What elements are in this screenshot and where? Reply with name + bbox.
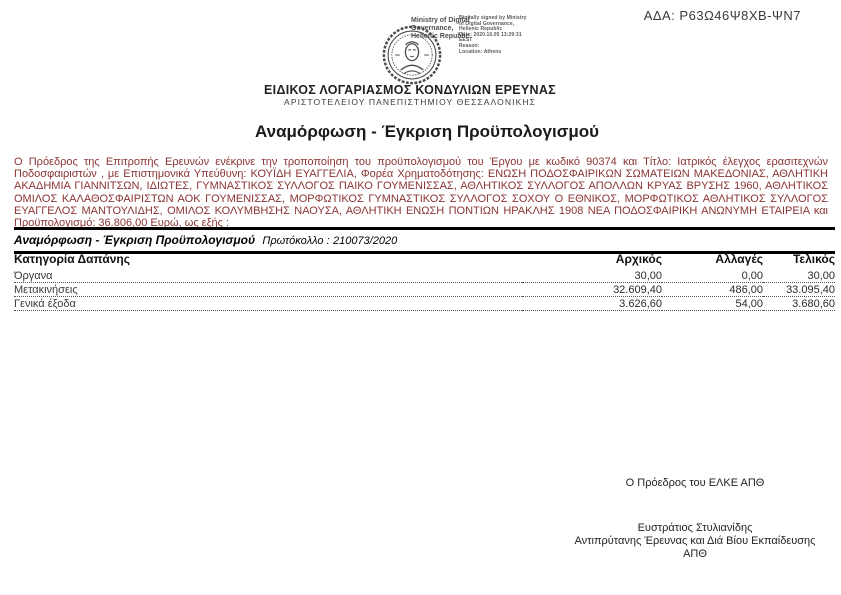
university-seal-icon [382, 25, 442, 85]
signatory-title: Αντιπρύτανης Έρευνας και Διά Βίου Εκπαίδ… [574, 535, 816, 547]
column-header-final: Τελικός [792, 252, 835, 266]
organization-subtitle: ΑΡΙΣΤΟΤΕΛΕΙΟΥ ΠΑΝΕΠΙΣΤΗΜΙΟΥ ΘΕΣΣΑΛΟΝΙΚΗΣ [284, 97, 536, 107]
row-category: Μετακινήσεις [14, 282, 522, 297]
row-initial: 32.609,40 [522, 282, 662, 297]
signatory-org: ΑΠΘ [683, 548, 707, 560]
table-header-row: Κατηγορία Δαπάνης Αρχικός Αλλαγές Τελικό… [14, 252, 835, 269]
column-header-initial: Αρχικός [615, 252, 662, 266]
table-row: Όργανα 30,00 0,00 30,00 [14, 269, 835, 283]
column-header-category: Κατηγορία Δαπάνης [14, 252, 130, 266]
approval-paragraph: Ο Πρόεδρος της Επιτροπής Ερευνών ενέκριν… [14, 156, 828, 230]
table-title-band: Αναμόρφωση - Έγκριση Προϋπολογισμού Πρωτ… [14, 227, 835, 254]
row-initial: 30,00 [522, 269, 662, 283]
row-category: Γενικά έξοδα [14, 296, 522, 311]
document-title: Αναμόρφωση - Έγκριση Προϋπολογισμού [254, 122, 600, 141]
row-final: 3.680,60 [763, 296, 835, 311]
table-row: Γενικά έξοδα 3.626,60 54,00 3.680,60 [14, 296, 835, 311]
organization-name: ΕΙΔΙΚΟΣ ΛΟΓΑΡΙΑΣΜΟΣ ΚΟΝΔΥΛΙΩΝ ΕΡΕΥΝΑΣ [264, 83, 556, 97]
protocol-number: 210073/2020 [332, 235, 398, 247]
signature-block: Ο Πρόεδρος του ΕΛΚΕ ΑΠΘ Ευστράτιος Στυλι… [545, 477, 841, 561]
row-final: 33.095,40 [763, 282, 835, 297]
ada-code: ΑΔΑ: Ρ63Ω46Ψ8ΧΒ-ΨΝ7 [643, 8, 801, 23]
column-header-changes: Αλλαγές [715, 252, 763, 266]
row-category: Όργανα [14, 269, 522, 283]
signatory-role: Ο Πρόεδρος του ΕΛΚΕ ΑΠΘ [625, 477, 765, 489]
row-changes: 54,00 [662, 296, 763, 311]
signatory-name: Ευστράτιος Στυλιανίδης [637, 522, 753, 534]
row-changes: 0,00 [662, 269, 763, 283]
ministry-digital-governance-stamp: Ministry of Digital Governance, Hellenic… [411, 17, 470, 40]
table-row: Μετακινήσεις 32.609,40 486,00 33.095,40 [14, 282, 835, 297]
table-band-title: Αναμόρφωση - Έγκριση Προϋπολογισμού [14, 233, 256, 247]
row-initial: 3.626,60 [522, 296, 662, 311]
digital-signature-text: Digitally signed by Ministry of Digital … [459, 15, 527, 55]
protocol-label: Πρωτόκολλο : [262, 235, 330, 247]
row-changes: 486,00 [662, 282, 763, 297]
budget-table: Κατηγορία Δαπάνης Αρχικός Αλλαγές Τελικό… [14, 252, 835, 311]
row-final: 30,00 [763, 269, 835, 283]
